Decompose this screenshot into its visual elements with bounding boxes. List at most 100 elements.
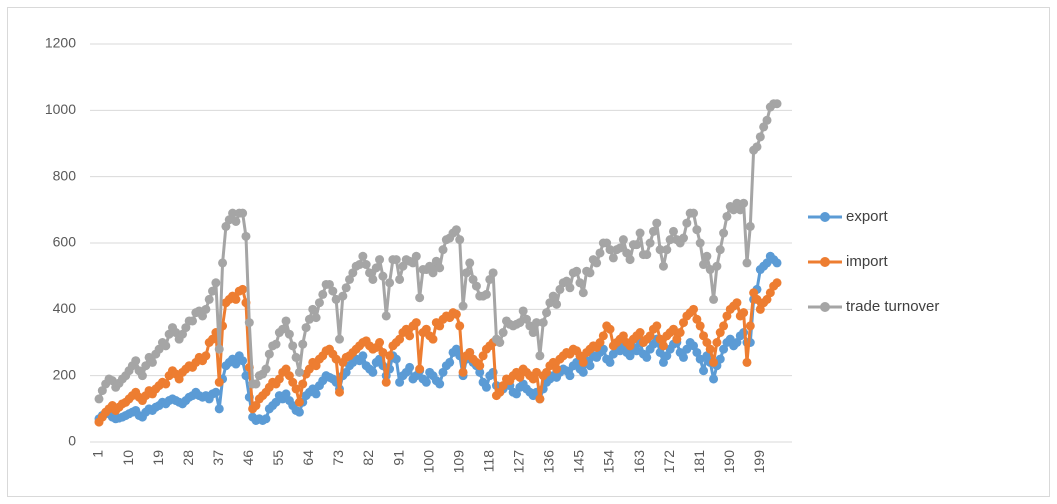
point: [618, 331, 628, 341]
point: [395, 274, 405, 284]
point: [655, 334, 665, 344]
point: [755, 132, 765, 142]
x-tick-label: 127: [511, 450, 527, 474]
point: [298, 339, 308, 349]
point: [682, 218, 692, 228]
point: [739, 308, 749, 318]
point: [548, 291, 558, 301]
point: [495, 387, 505, 397]
point: [625, 341, 635, 351]
point: [361, 260, 371, 270]
point: [575, 351, 585, 361]
point: [214, 404, 224, 414]
point: [385, 351, 395, 361]
point: [311, 313, 321, 323]
point: [695, 238, 705, 248]
point: [689, 208, 699, 218]
point: [709, 374, 719, 384]
point: [314, 298, 324, 308]
point: [304, 364, 314, 374]
point: [371, 263, 381, 273]
point: [208, 334, 218, 344]
point: [475, 367, 485, 377]
point: [178, 329, 187, 339]
point: [625, 351, 635, 361]
point: [652, 321, 662, 331]
point: [278, 324, 288, 334]
point: [622, 248, 632, 258]
point: [358, 351, 368, 361]
x-tick-label: 19: [150, 450, 166, 466]
point: [598, 331, 608, 341]
legend-marker: [820, 212, 830, 222]
point: [695, 354, 705, 364]
point: [221, 221, 231, 231]
point: [288, 341, 298, 351]
point: [161, 379, 171, 389]
point: [311, 389, 321, 399]
point: [131, 356, 141, 366]
point: [137, 371, 147, 381]
x-tick-label: 172: [661, 450, 677, 474]
point: [401, 324, 411, 334]
point: [405, 331, 415, 341]
point: [642, 352, 652, 362]
y-tick-label: 600: [53, 234, 77, 250]
point: [318, 289, 328, 299]
point: [759, 122, 769, 132]
point: [672, 334, 682, 344]
point: [762, 294, 772, 304]
point: [752, 294, 762, 304]
point: [261, 414, 271, 424]
point: [311, 361, 321, 371]
point: [214, 377, 224, 387]
series: [94, 99, 782, 404]
point: [455, 321, 465, 331]
point: [699, 366, 709, 376]
point: [201, 351, 211, 361]
series: [94, 278, 782, 427]
point: [585, 268, 595, 278]
point: [605, 245, 615, 255]
point: [458, 367, 468, 377]
point: [702, 338, 712, 347]
point: [679, 318, 688, 328]
point: [375, 255, 385, 265]
point: [478, 351, 488, 361]
point: [251, 401, 261, 411]
point: [712, 261, 722, 271]
point: [655, 245, 665, 255]
point: [702, 251, 712, 261]
point: [608, 253, 618, 263]
point: [595, 338, 605, 347]
x-tick-label: 100: [420, 450, 436, 474]
point: [765, 288, 775, 298]
point: [218, 258, 228, 268]
point: [658, 357, 668, 367]
y-tick-label: 1000: [45, 101, 76, 117]
point: [308, 304, 318, 314]
point: [141, 361, 151, 371]
point: [415, 364, 425, 374]
point: [214, 344, 224, 354]
point: [391, 255, 401, 265]
point: [745, 221, 755, 231]
point: [552, 364, 562, 374]
point: [481, 289, 491, 299]
point: [605, 324, 615, 334]
x-tick-label: 73: [330, 450, 346, 466]
point: [602, 238, 612, 248]
point: [188, 316, 198, 326]
point: [535, 394, 545, 404]
point: [284, 329, 294, 339]
point: [261, 364, 271, 374]
point: [739, 198, 749, 208]
point: [228, 208, 238, 218]
x-tick-label: 82: [360, 450, 376, 466]
point: [425, 261, 435, 271]
point: [385, 278, 395, 288]
point: [762, 115, 772, 125]
legend-label: trade turnover: [846, 298, 939, 315]
point: [94, 394, 104, 404]
